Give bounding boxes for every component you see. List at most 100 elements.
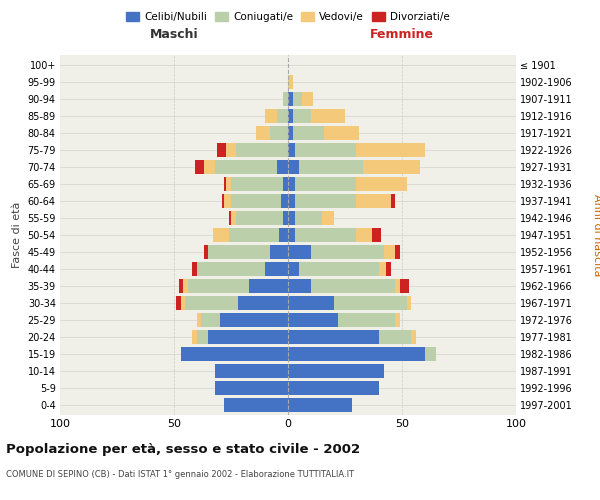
Bar [288, 194, 391, 208]
Bar [288, 177, 407, 192]
Bar [288, 312, 395, 327]
Bar [288, 109, 311, 124]
Bar [288, 92, 313, 106]
Bar [288, 262, 391, 276]
Bar [224, 177, 288, 192]
Bar [188, 278, 288, 293]
Bar [215, 380, 288, 395]
Bar [181, 296, 288, 310]
Bar [217, 143, 288, 158]
Bar [197, 312, 288, 327]
Bar [288, 194, 395, 208]
Bar [288, 143, 356, 158]
Bar [288, 312, 400, 327]
Bar [288, 228, 295, 242]
Bar [220, 312, 288, 327]
Bar [288, 398, 352, 412]
Bar [288, 177, 295, 192]
Bar [279, 228, 288, 242]
Bar [288, 380, 379, 395]
Bar [213, 228, 288, 242]
Bar [288, 126, 293, 140]
Bar [288, 92, 313, 106]
Text: Maschi: Maschi [149, 28, 199, 42]
Bar [288, 143, 295, 158]
Bar [288, 245, 400, 259]
Bar [203, 160, 288, 174]
Bar [288, 330, 411, 344]
Bar [288, 330, 379, 344]
Bar [197, 312, 288, 327]
Bar [215, 380, 288, 395]
Bar [288, 109, 345, 124]
Bar [215, 364, 288, 378]
Bar [288, 262, 379, 276]
Bar [288, 75, 293, 90]
Bar [215, 364, 288, 378]
Bar [288, 346, 425, 361]
Bar [288, 228, 373, 242]
Bar [215, 380, 288, 395]
Bar [288, 194, 295, 208]
Bar [229, 211, 288, 225]
Bar [236, 143, 288, 158]
Bar [181, 346, 288, 361]
Bar [288, 211, 295, 225]
Bar [249, 278, 288, 293]
Y-axis label: Anni di nascita: Anni di nascita [592, 194, 600, 276]
Bar [208, 330, 288, 344]
Bar [231, 211, 288, 225]
Bar [288, 160, 299, 174]
Bar [213, 228, 288, 242]
Bar [288, 330, 416, 344]
Y-axis label: Fasce di età: Fasce di età [12, 202, 22, 268]
Legend: Celibi/Nubili, Coniugati/e, Vedovi/e, Divorziati/e: Celibi/Nubili, Coniugati/e, Vedovi/e, Di… [122, 8, 454, 26]
Bar [288, 75, 293, 90]
Bar [229, 228, 288, 242]
Bar [288, 278, 395, 293]
Bar [288, 211, 334, 225]
Bar [192, 330, 288, 344]
Bar [265, 262, 288, 276]
Bar [185, 296, 288, 310]
Bar [181, 346, 288, 361]
Bar [256, 126, 288, 140]
Bar [288, 126, 325, 140]
Bar [215, 364, 288, 378]
Bar [222, 194, 288, 208]
Bar [288, 143, 425, 158]
Bar [288, 92, 302, 106]
Bar [283, 92, 288, 106]
Bar [194, 160, 288, 174]
Bar [288, 296, 334, 310]
Bar [197, 330, 288, 344]
Bar [224, 398, 288, 412]
Bar [265, 109, 288, 124]
Bar [288, 346, 436, 361]
Bar [288, 278, 400, 293]
Bar [288, 346, 436, 361]
Bar [288, 380, 379, 395]
Bar [256, 126, 288, 140]
Text: Popolazione per età, sesso e stato civile - 2002: Popolazione per età, sesso e stato civil… [6, 442, 360, 456]
Bar [181, 346, 288, 361]
Bar [288, 262, 299, 276]
Bar [288, 245, 395, 259]
Bar [192, 330, 288, 344]
Bar [202, 312, 288, 327]
Bar [288, 312, 400, 327]
Bar [197, 262, 288, 276]
Bar [288, 245, 384, 259]
Bar [197, 262, 288, 276]
Bar [288, 278, 311, 293]
Bar [281, 194, 288, 208]
Bar [288, 364, 384, 378]
Bar [231, 177, 288, 192]
Bar [288, 211, 322, 225]
Bar [226, 143, 288, 158]
Bar [288, 380, 379, 395]
Bar [288, 109, 293, 124]
Bar [224, 398, 288, 412]
Bar [215, 364, 288, 378]
Bar [288, 296, 411, 310]
